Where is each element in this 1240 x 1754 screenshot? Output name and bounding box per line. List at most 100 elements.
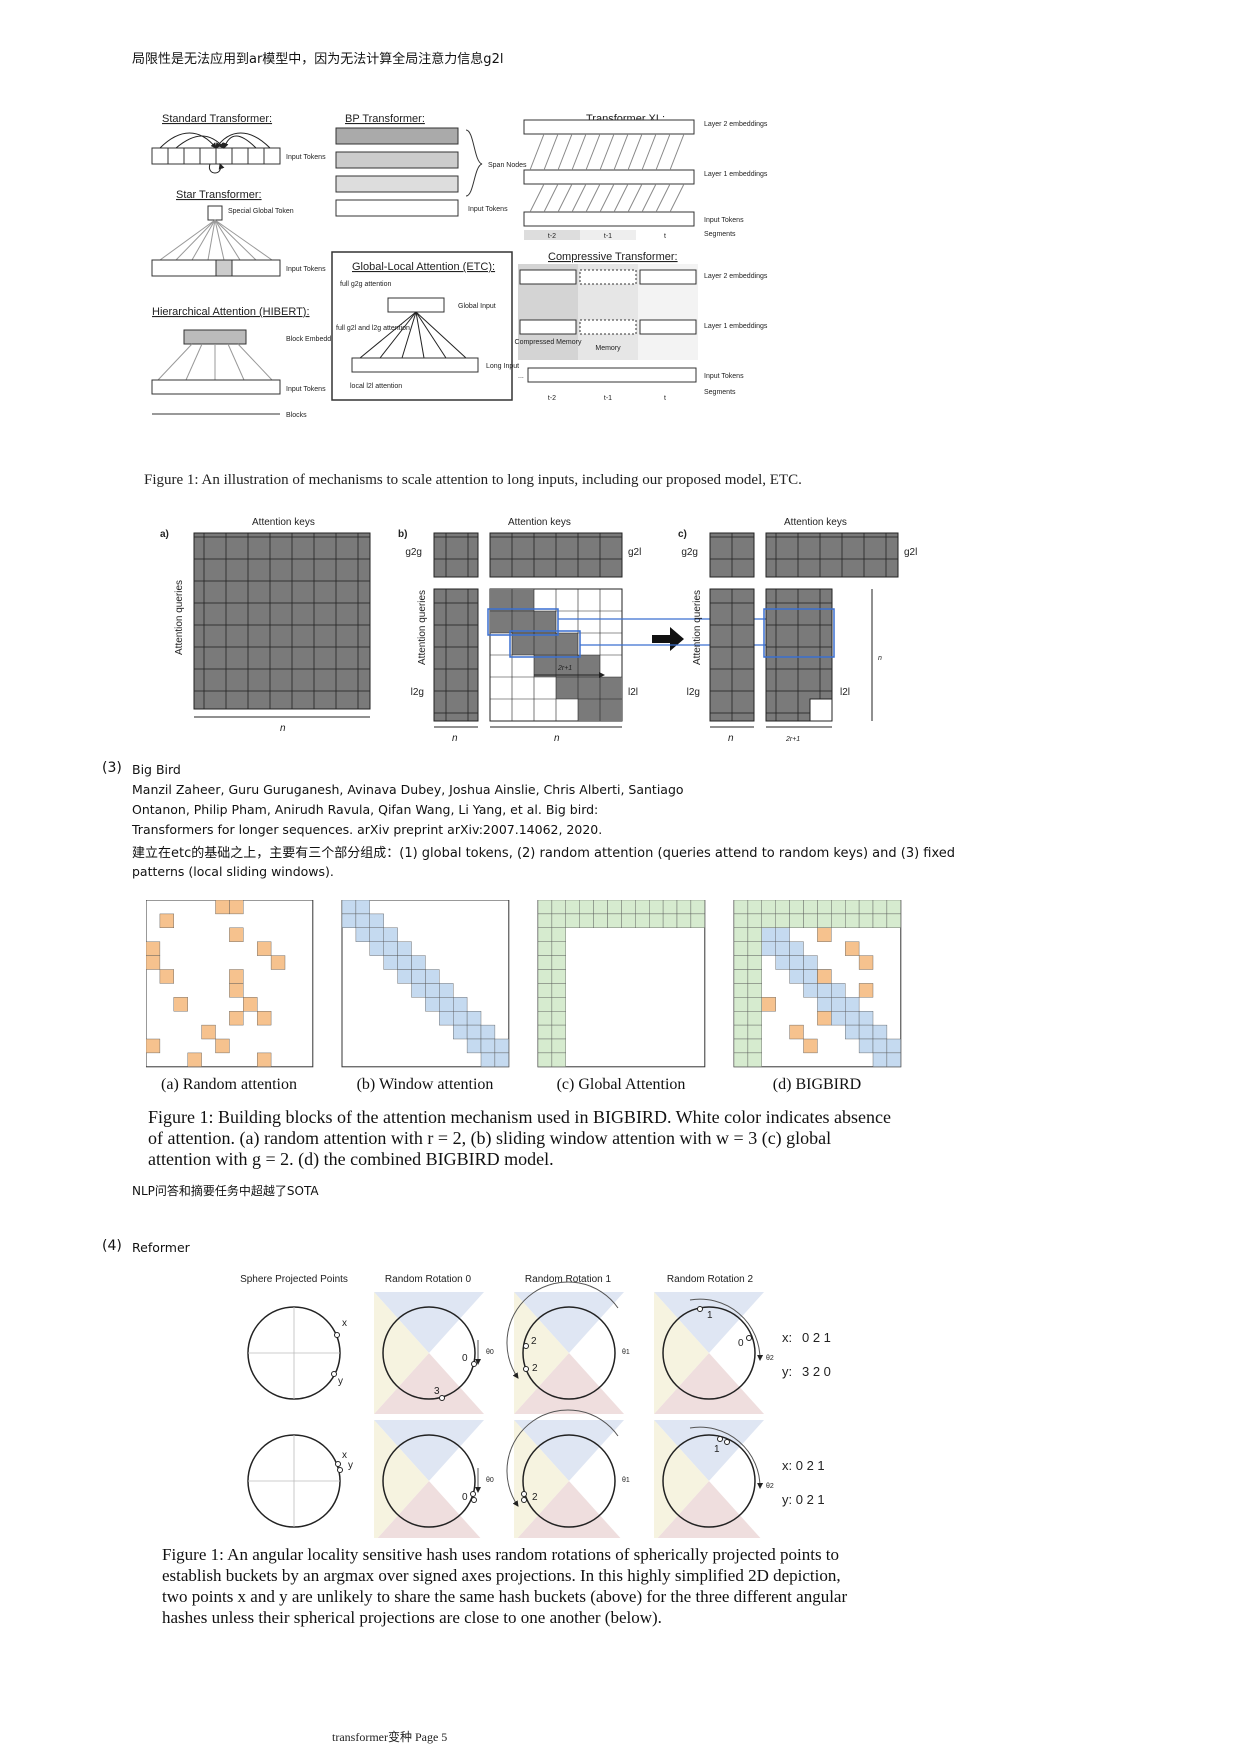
bigbird-window-cell: [845, 997, 860, 1012]
panel-b-label: b): [398, 529, 407, 540]
bigbird-combined-matrix: [733, 900, 902, 1068]
bigbird-global-cell: [831, 900, 846, 915]
header-note: 局限性是无法应用到ar模型中，因为无法计算全局注意力信息g2l: [132, 52, 504, 67]
random-cell: [159, 969, 174, 984]
bigbird-global-cell: [733, 1024, 749, 1040]
panel-c-g2l: [765, 532, 899, 578]
random-cell: [146, 1038, 161, 1054]
bigbird-random-cell: [845, 941, 860, 956]
bucket-r0-top-a: 0: [462, 1353, 468, 1364]
title-compressive: Compressive Transformer:: [548, 251, 678, 263]
bigbird-random-cell: [858, 955, 874, 970]
panel-b-l2g-label: l2g: [411, 687, 424, 698]
bp-layer-low: [335, 175, 459, 193]
label-input-tokens-4: Input Tokens: [468, 206, 508, 213]
global-cell: [579, 913, 594, 928]
etc-global-row: [387, 297, 445, 313]
col-title-rot0: Random Rotation 0: [385, 1274, 472, 1285]
bigbird-global-cell: [747, 969, 763, 984]
bigbird-global-cell: [733, 1010, 749, 1026]
window-cell: [494, 1052, 509, 1067]
bigbird-window-cell: [858, 1038, 874, 1054]
label-compressed-memory: Compressed Memory: [515, 339, 582, 346]
label-local-l2l: local l2l attention: [350, 383, 402, 390]
bp-layer-top: [335, 127, 459, 145]
rot0-top: [382, 1306, 476, 1400]
label-layer1-xl: Layer 1 embeddings: [704, 171, 768, 178]
bp-token-row: [335, 199, 459, 217]
window-cell: [453, 1010, 468, 1026]
window-cell: [397, 941, 412, 956]
panel-b-ng: n: [452, 733, 458, 744]
window-cell: [383, 941, 398, 956]
title-standard: Standard Transformer:: [162, 113, 272, 125]
window-cell: [425, 983, 440, 998]
window-cell: [480, 1038, 496, 1054]
global-cell: [635, 900, 650, 915]
section3-ref-2: Ontanon, Philip Pham, Anirudh Ravula, Qi…: [132, 802, 599, 817]
global-cell: [607, 913, 622, 928]
window-cell: [425, 997, 440, 1012]
global-cell: [551, 1010, 566, 1026]
global-cell: [676, 900, 692, 915]
xl-seg-t2: t-2: [548, 233, 556, 240]
bigbird-window-cell: [872, 1024, 888, 1040]
global-cell: [537, 900, 553, 915]
global-cell: [551, 1024, 566, 1040]
random-cell: [270, 955, 286, 970]
bigbird-window-cell: [845, 1024, 860, 1040]
bigbird-global-cell: [845, 913, 860, 928]
random-cell: [229, 983, 244, 998]
comp-layer2-b: [579, 269, 637, 285]
label-block-embeddings: Block Embeddings: [286, 336, 344, 343]
bigbird-global-cell: [886, 913, 902, 928]
global-cell: [537, 927, 553, 942]
window-cell: [411, 955, 426, 970]
global-cell: [593, 900, 608, 915]
bigbird-global-cell: [747, 1038, 763, 1054]
theta1-bot: θ1: [622, 1477, 630, 1484]
bucket-r1-top-a: 2: [531, 1336, 537, 1347]
panel-a-keys: Attention keys: [252, 517, 315, 528]
window-cell: [411, 983, 426, 998]
panel-a-queries: Attention queries: [174, 580, 185, 655]
random-cell: [215, 900, 230, 915]
bigbird-window-cell: [789, 955, 804, 970]
bigbird-window-cell: [761, 941, 776, 956]
bigbird-global-cell: [831, 913, 846, 928]
random-cell: [173, 997, 188, 1012]
bigbird-window-cell: [831, 1010, 846, 1026]
global-cell: [537, 969, 553, 984]
panel-b-g2l: [489, 532, 623, 578]
random-cell: [201, 1024, 216, 1040]
label-special-global-token: Special Global Token: [228, 208, 294, 215]
bigbird-global-cell: [733, 913, 749, 928]
window-cell: [397, 969, 412, 984]
global-cell: [537, 955, 553, 970]
bigbird-random-cell: [817, 927, 832, 942]
panel-c-keys: Attention keys: [784, 517, 847, 528]
pt-y-top: y: [338, 1376, 343, 1387]
window-cell: [355, 900, 370, 915]
theta2-top: θ2: [766, 1355, 774, 1362]
title-star: Star Transformer:: [176, 189, 262, 201]
global-cell: [551, 900, 566, 915]
bigbird-global-cell: [872, 900, 888, 915]
global-cell: [649, 900, 664, 915]
hash-top-y: 3 2 0: [802, 1364, 831, 1379]
bigbird-global-cell: [817, 900, 832, 915]
bigbird-window-cell: [789, 941, 804, 956]
window-cell: [439, 997, 454, 1012]
bigbird-global-cell: [747, 955, 763, 970]
label-full-g2g: full g2g attention: [340, 281, 391, 288]
panel-b-l2l: [487, 588, 623, 722]
global-cell: [565, 900, 580, 915]
window-cell: [341, 913, 357, 928]
comp-seg-t2: t-2: [548, 395, 556, 402]
reformer-lsh-figure: Sphere Projected Points Random Rotation …: [240, 1274, 831, 1538]
panel-c-l2l: [763, 588, 835, 722]
panel-c-g2l-label: g2l: [904, 547, 917, 558]
hibert-token-row: [151, 379, 281, 395]
bigbird-window-cell: [858, 1010, 874, 1026]
bigbird-global-cell: [747, 997, 763, 1012]
